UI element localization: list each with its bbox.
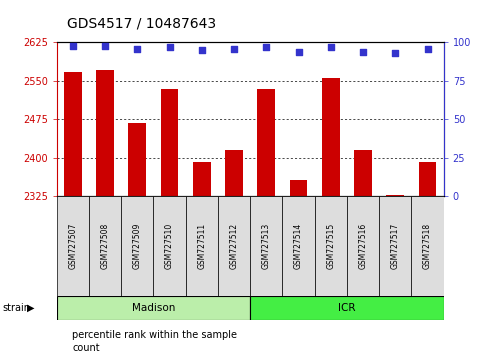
Bar xyxy=(387,195,404,196)
Text: strain: strain xyxy=(2,303,31,313)
Bar xyxy=(250,196,282,296)
Bar xyxy=(153,196,186,296)
Text: GSM727512: GSM727512 xyxy=(230,223,239,269)
Point xyxy=(198,47,206,53)
Bar xyxy=(193,161,211,196)
Text: ICR: ICR xyxy=(338,303,355,313)
Bar xyxy=(218,196,250,296)
Point xyxy=(101,43,109,48)
Bar xyxy=(250,296,444,320)
Bar xyxy=(412,196,444,296)
Text: GSM727517: GSM727517 xyxy=(391,223,400,269)
Text: GSM727509: GSM727509 xyxy=(133,223,142,269)
Point xyxy=(230,46,238,51)
Bar xyxy=(161,89,178,196)
Text: GSM727511: GSM727511 xyxy=(197,223,207,269)
Point xyxy=(134,46,141,51)
Text: count: count xyxy=(72,343,100,353)
Text: GSM727510: GSM727510 xyxy=(165,223,174,269)
Text: Madison: Madison xyxy=(132,303,175,313)
Point xyxy=(166,44,174,50)
Bar xyxy=(57,296,250,320)
Text: GSM727513: GSM727513 xyxy=(262,223,271,269)
Point xyxy=(359,49,367,55)
Bar xyxy=(282,196,315,296)
Bar xyxy=(129,123,146,196)
Point xyxy=(423,46,431,51)
Text: GSM727518: GSM727518 xyxy=(423,223,432,269)
Bar xyxy=(419,161,436,196)
Bar xyxy=(225,150,243,196)
Bar xyxy=(89,196,121,296)
Point xyxy=(262,44,270,50)
Bar xyxy=(315,196,347,296)
Bar xyxy=(290,179,308,196)
Text: GSM727515: GSM727515 xyxy=(326,223,335,269)
Bar xyxy=(354,150,372,196)
Text: percentile rank within the sample: percentile rank within the sample xyxy=(72,330,238,339)
Bar xyxy=(121,196,153,296)
Text: GDS4517 / 10487643: GDS4517 / 10487643 xyxy=(67,16,215,30)
Bar xyxy=(64,72,82,196)
Bar xyxy=(322,79,340,196)
Point xyxy=(327,44,335,50)
Bar xyxy=(379,196,412,296)
Text: GSM727508: GSM727508 xyxy=(101,223,109,269)
Bar xyxy=(347,196,379,296)
Text: ▶: ▶ xyxy=(27,303,35,313)
Text: GSM727516: GSM727516 xyxy=(358,223,368,269)
Bar xyxy=(257,89,275,196)
Bar xyxy=(186,196,218,296)
Text: GSM727507: GSM727507 xyxy=(69,223,77,269)
Point xyxy=(295,49,303,55)
Point xyxy=(391,50,399,56)
Point xyxy=(69,43,77,48)
Bar xyxy=(57,196,89,296)
Text: GSM727514: GSM727514 xyxy=(294,223,303,269)
Bar xyxy=(96,70,114,196)
